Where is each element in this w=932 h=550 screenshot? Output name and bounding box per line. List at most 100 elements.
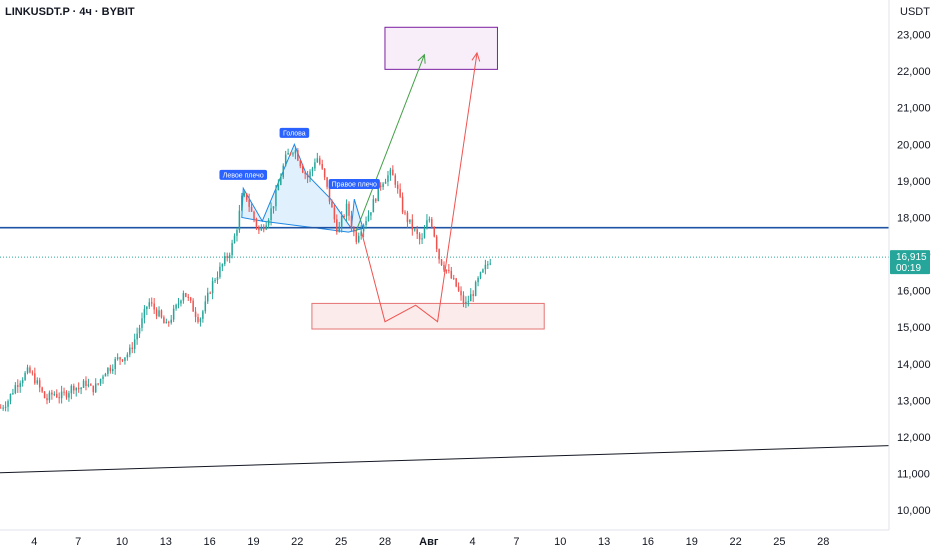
- support-zone: [311, 302, 545, 330]
- candle-body: [435, 236, 438, 250]
- candle-body: [267, 220, 270, 226]
- candle-body: [158, 310, 160, 317]
- candle-body: [216, 277, 219, 281]
- candle-body: [319, 158, 321, 165]
- y-tick-label: 16,000: [897, 286, 931, 298]
- candle-body: [297, 150, 299, 161]
- red-arrow-head: [471, 51, 481, 62]
- candle-body: [299, 160, 302, 167]
- candle-body: [465, 301, 467, 304]
- candle-body: [206, 292, 209, 302]
- candle-body: [114, 359, 116, 370]
- candle-body: [418, 233, 421, 240]
- candle-body: [55, 393, 58, 398]
- pattern-layer: [241, 143, 364, 233]
- candle-body: [19, 383, 21, 387]
- candle-body: [394, 175, 397, 185]
- candle-body: [445, 269, 448, 271]
- y-tick-label: 14,000: [897, 359, 931, 371]
- candle-body: [245, 193, 248, 200]
- candle-body: [250, 206, 253, 212]
- candle-body: [102, 376, 104, 379]
- y-tick-label: 22,000: [897, 66, 931, 78]
- candle-body: [51, 392, 53, 395]
- trend-line: [0, 445, 890, 474]
- candle-body: [280, 177, 282, 185]
- y-tick-label: 23,000: [897, 30, 931, 42]
- candle-body: [338, 226, 341, 233]
- candle-body: [77, 387, 80, 390]
- candle-body: [197, 316, 199, 322]
- candle-body: [109, 367, 112, 372]
- candle-body: [82, 380, 85, 388]
- green-arrow-head: [417, 53, 426, 64]
- candle-body: [209, 292, 211, 294]
- candle-body: [48, 392, 51, 401]
- candle-body: [182, 293, 185, 301]
- candle-body: [258, 226, 260, 231]
- candle-body: [357, 235, 360, 242]
- candle-body: [24, 372, 26, 380]
- candle-body: [487, 264, 489, 266]
- candle-body: [136, 333, 138, 340]
- y-tick-label: 20,000: [897, 139, 931, 151]
- candle-body: [353, 228, 355, 233]
- candle-body: [399, 188, 401, 197]
- candle-body: [175, 304, 177, 309]
- candle-body: [146, 306, 148, 310]
- candle-body: [314, 162, 316, 169]
- candle-body: [92, 385, 95, 393]
- x-tick-label: Авг: [419, 536, 439, 548]
- candle-body: [448, 269, 450, 271]
- candle-body: [155, 309, 158, 317]
- candle-body: [214, 280, 216, 282]
- candle-body: [326, 177, 328, 187]
- candle-body: [265, 225, 267, 230]
- candle-body: [253, 211, 255, 220]
- candle-body: [168, 321, 170, 323]
- candle-body: [457, 286, 460, 291]
- price-axis[interactable]: 10,000 11,000 12,000 13,000 14,000 15,000 16,0…: [897, 30, 931, 517]
- green-arrow: [355, 54, 425, 233]
- x-tick-label: 10: [554, 536, 566, 548]
- candle-body: [241, 195, 243, 211]
- x-tick-label: 28: [817, 536, 829, 548]
- candle-body: [163, 317, 165, 324]
- candles-layer: [0, 146, 492, 412]
- candle-body: [2, 407, 4, 409]
- candle-body: [248, 199, 250, 207]
- candle-body: [387, 175, 389, 182]
- zones-layer: [311, 26, 545, 330]
- candle-body: [277, 184, 280, 191]
- candle-body: [355, 232, 358, 242]
- candle-body: [238, 210, 241, 231]
- x-tick-label: 25: [335, 536, 347, 548]
- candle-body: [104, 373, 107, 377]
- candle-body: [112, 369, 114, 372]
- candle-body: [124, 357, 126, 361]
- candle-body: [348, 203, 350, 216]
- candle-body: [12, 393, 14, 395]
- candle-body: [94, 383, 97, 393]
- candle-body: [221, 264, 224, 267]
- candle-body: [9, 393, 12, 402]
- time-axis[interactable]: 4 7 10 13 16 19 22 25 28 Авг 4 7 10 13 16 19 22 25 28: [31, 536, 829, 548]
- candle-body: [372, 199, 375, 213]
- red-arrow: [361, 52, 478, 323]
- candle-body: [129, 347, 131, 355]
- y-tick-label: 21,000: [897, 103, 931, 115]
- candle-body: [282, 165, 284, 178]
- candle-body: [236, 230, 238, 236]
- chart-title: LINKUSDT.P · 4ч · BYBIT: [5, 6, 135, 18]
- candle-body: [36, 380, 39, 384]
- candle-body: [199, 318, 202, 322]
- candle-body: [272, 206, 275, 209]
- candle-body: [160, 310, 163, 318]
- candle-body: [143, 309, 146, 319]
- candle-body: [192, 300, 194, 312]
- y-tick-label: 18,000: [897, 212, 931, 224]
- candle-body: [46, 398, 48, 401]
- candle-body: [309, 171, 311, 178]
- pattern-label: Левое плечо: [223, 172, 264, 179]
